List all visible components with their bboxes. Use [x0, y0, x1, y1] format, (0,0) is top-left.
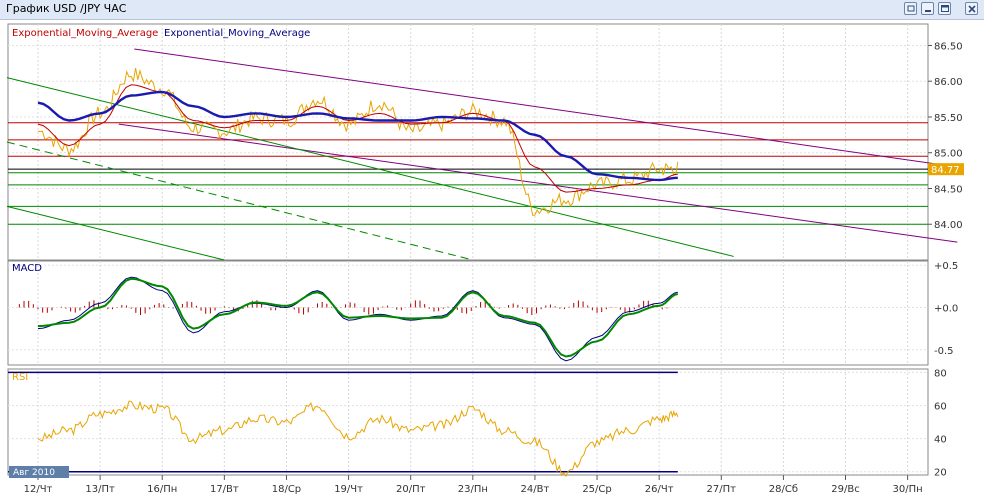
legend-ema-2: Exponential_Moving_Average	[164, 28, 310, 39]
x-tick-label: 18/Ср	[272, 484, 301, 495]
x-tick-label: 12/Чт	[24, 484, 53, 495]
y-tick-label: 40	[934, 435, 947, 446]
x-tick-label: 27/Пт	[707, 484, 737, 495]
macd-label: MACD	[12, 263, 42, 274]
x-tick-label: 25/Ср	[582, 484, 611, 495]
macd-signal-line	[37, 277, 679, 358]
trend-line	[118, 123, 958, 243]
x-tick-label: 13/Пт	[85, 484, 115, 495]
x-tick-label: 20/Пт	[396, 484, 426, 495]
y-tick-label: 84.00	[934, 220, 963, 231]
y-tick-label: +0.0	[934, 304, 958, 315]
x-tick-label: 16/Пн	[147, 484, 177, 495]
x-tick-label: 17/Вт	[210, 484, 239, 495]
window-titlebar: График USD /JPY ЧАС	[0, 0, 984, 20]
ema-slow-line	[37, 90, 678, 182]
legend-ema-1: Exponential_Moving_Average	[12, 28, 158, 39]
window-title: График USD /JPY ЧАС	[6, 2, 127, 15]
y-tick-label: -0.5	[934, 346, 954, 357]
maximize-icon[interactable]	[938, 2, 951, 15]
trend-line	[134, 48, 958, 168]
green-trend-line	[6, 205, 225, 261]
x-tick-label: 28/Сб	[769, 484, 798, 495]
minimize-icon[interactable]	[921, 2, 934, 15]
x-tick-label: 30/Пн	[893, 484, 923, 495]
y-tick-label: 60	[934, 401, 947, 412]
y-tick-label: 80	[934, 368, 947, 379]
green-trend-line	[6, 141, 473, 261]
y-tick-label: 84.50	[934, 184, 963, 195]
y-tick-label: 20	[934, 468, 947, 479]
x-tick-label: 29/Вс	[831, 484, 859, 495]
y-tick-label: +0.5	[934, 261, 958, 272]
y-tick-label: 85.00	[934, 149, 963, 160]
period-badge	[9, 466, 69, 478]
price-panel	[7, 23, 929, 261]
period-label: Авг 2010	[13, 468, 55, 478]
restore-icon[interactable]	[904, 2, 917, 15]
macd-panel	[7, 260, 929, 366]
rsi-panel	[7, 368, 929, 476]
close-icon[interactable]	[965, 2, 978, 15]
x-tick-label: 26/Чт	[645, 484, 674, 495]
green-trend-line	[6, 77, 734, 257]
y-tick-label: 86.50	[934, 41, 963, 52]
y-tick-label: 86.00	[934, 77, 963, 88]
current-price-label: 84.77	[931, 165, 960, 176]
rsi-line	[37, 400, 679, 478]
current-price-badge	[928, 163, 964, 176]
x-tick-label: 24/Вт	[521, 484, 550, 495]
rsi-label: RSI	[12, 372, 28, 383]
x-tick-label: 19/Чт	[334, 484, 363, 495]
chart-canvas: 12/Чт 13/Пт 16/Пн 17/Вт 18/Ср 19/Чт 20/Пт 23/Пн…	[6, 23, 964, 495]
ema-fast-line	[37, 84, 678, 193]
y-tick-label: 85.50	[934, 113, 963, 124]
x-tick-label: 23/Пн	[458, 484, 488, 495]
